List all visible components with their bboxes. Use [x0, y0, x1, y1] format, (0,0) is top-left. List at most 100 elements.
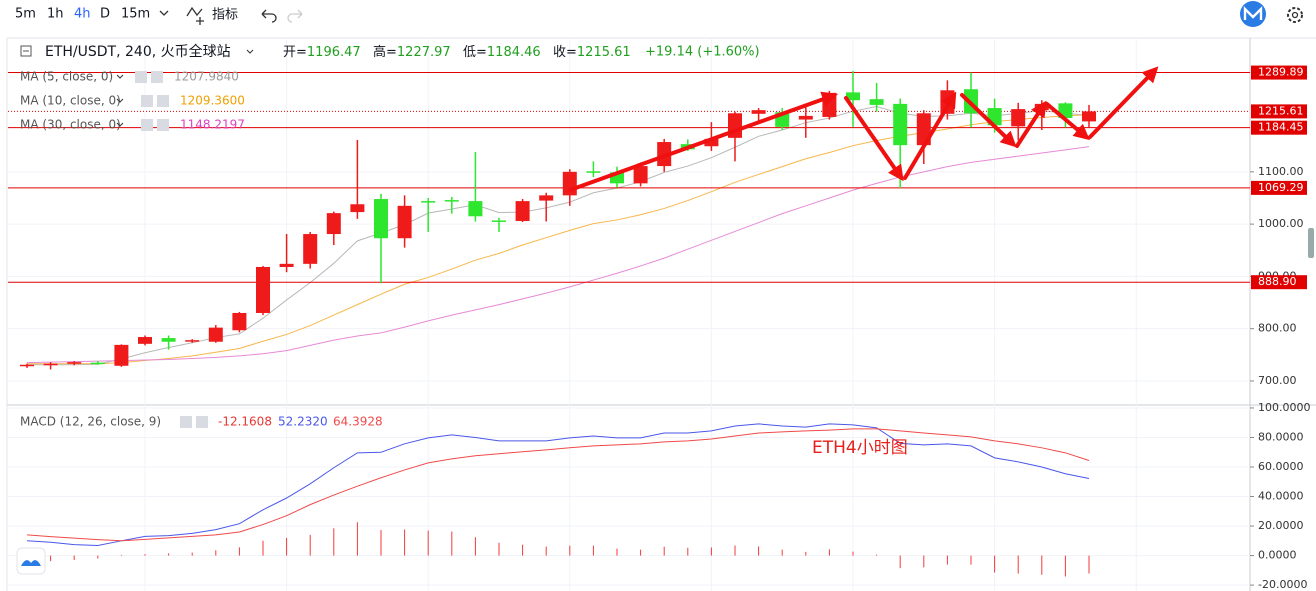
moving-average-line	[27, 105, 1090, 366]
indicator-value: -12.1608	[218, 415, 272, 429]
remove-icon[interactable]	[157, 95, 169, 107]
candle-body	[208, 327, 223, 342]
indicator-name[interactable]: MA (30, close, 0)	[20, 118, 121, 132]
candle-body	[374, 199, 388, 239]
candle-body	[67, 362, 82, 364]
y-tick-label: -20.0000	[1258, 578, 1307, 591]
interval-button[interactable]: 1h	[47, 7, 64, 22]
scroll-handle[interactable]	[1308, 228, 1314, 258]
price-label-bg	[1251, 275, 1307, 290]
indicator-dropdown[interactable]	[116, 122, 124, 127]
price-change: +19.14 (+1.60%)	[645, 45, 760, 60]
drawn-arrow[interactable]	[568, 91, 839, 192]
price-label-bg	[1251, 65, 1307, 80]
price-label-bg	[1251, 104, 1307, 119]
ohlc-value: 1184.46	[487, 45, 541, 60]
frame	[6, 37, 1316, 591]
remove-icon[interactable]	[157, 119, 169, 131]
candle-body	[633, 166, 648, 184]
candle-body	[303, 234, 318, 264]
indicator-name[interactable]: MA (10, close, 0)	[20, 94, 121, 108]
ohlc-open: 开=1196.47	[283, 45, 361, 60]
indicator-dropdown[interactable]	[116, 74, 124, 79]
candle-body	[326, 213, 341, 235]
symbol-legend: ETH/USDT, 240, 火币全球站 开=1196.47 高=1227.97…	[20, 43, 760, 60]
settings-icon[interactable]	[135, 71, 147, 83]
ohlc-key: 低=	[463, 45, 487, 60]
candle-body	[586, 171, 601, 173]
candle-body	[279, 263, 294, 267]
y-tick-label: 60.0000	[1258, 460, 1304, 473]
interval-dropdown[interactable]	[159, 10, 169, 16]
interval-button[interactable]: 5m	[15, 7, 36, 22]
candle-body	[185, 340, 200, 342]
candle-body	[90, 362, 105, 365]
settings-icon[interactable]	[180, 416, 192, 428]
price-label: 888.90	[1258, 275, 1297, 288]
price-label: 1215.61	[1258, 104, 1304, 117]
ohlc-close: 收=1215.61	[553, 45, 631, 60]
indicator-icon[interactable]	[186, 6, 204, 25]
settings-icon[interactable]	[141, 95, 153, 107]
candle-body	[704, 138, 719, 147]
candle-body	[893, 103, 908, 146]
ohlc-value: 1215.61	[577, 45, 631, 60]
drawn-arrow[interactable]	[903, 91, 957, 180]
indicator-dropdown[interactable]	[116, 98, 124, 103]
undo-button[interactable]	[261, 9, 277, 23]
candle-body	[444, 200, 459, 202]
y-tick-label: 1000.00	[1258, 217, 1304, 230]
candle-body	[161, 338, 176, 342]
candle-body	[138, 337, 152, 344]
candle-body	[751, 110, 766, 114]
drawn-arrow[interactable]	[1088, 66, 1159, 139]
y-tick-label: 40.0000	[1258, 490, 1304, 503]
drawn-arrow[interactable]	[844, 96, 904, 182]
price-label: 1069.29	[1258, 181, 1304, 194]
indicator-name[interactable]: MACD (12, 26, close, 9)	[20, 415, 161, 429]
candle-body	[610, 172, 624, 184]
interval-button[interactable]: 4h	[74, 7, 91, 22]
ohlc-key: 收=	[553, 45, 577, 60]
plot: ETH4小时图	[8, 70, 1250, 577]
ohlc-high: 高=1227.97	[373, 44, 451, 60]
interval-button[interactable]: D	[100, 7, 110, 22]
ohlc-low: 低=1184.46	[463, 45, 541, 60]
y-tick-label: 700.00	[1258, 374, 1297, 387]
candle-body	[869, 99, 884, 105]
drawn-arrow[interactable]	[1045, 102, 1090, 141]
floating-button-bg[interactable]	[16, 547, 46, 575]
indicator-value: 1148.2197	[180, 118, 245, 132]
remove-icon[interactable]	[151, 71, 163, 83]
indicator-button[interactable]: 指标	[212, 8, 238, 23]
floating-button[interactable]	[16, 547, 46, 575]
symbol-dropdown[interactable]	[246, 49, 254, 54]
moving-average-line	[26, 146, 1090, 364]
candle-body	[421, 201, 436, 203]
interval-button[interactable]: 15m	[121, 7, 150, 22]
settings-icon[interactable]	[141, 119, 153, 131]
remove-icon[interactable]	[196, 416, 208, 428]
candle-body	[1011, 109, 1026, 127]
floating-button-icon	[21, 560, 41, 566]
drawn-arrow[interactable]	[960, 93, 1017, 148]
price-label-bg	[1251, 180, 1307, 195]
symbol-title[interactable]: ETH/USDT, 240, 火币全球站	[45, 43, 231, 60]
y-tick-label: 800.00	[1258, 322, 1297, 335]
settings-button[interactable]	[1287, 7, 1303, 23]
redo-button	[287, 9, 303, 23]
indicator-value: 52.2320	[278, 415, 328, 429]
user-drawings	[568, 66, 1159, 192]
candle-body	[657, 142, 672, 167]
candle-body	[114, 344, 129, 366]
collapse-icon[interactable]	[20, 45, 32, 57]
indicator-name[interactable]: MA (5, close, 0)	[20, 70, 113, 84]
ohlc-value: 1227.97	[397, 45, 451, 60]
drawn-arrow[interactable]	[1015, 100, 1047, 148]
y-tick-label: 20.0000	[1258, 519, 1304, 532]
brand-logo[interactable]	[1240, 1, 1266, 27]
moving-average-line	[27, 114, 1090, 365]
y-tick-label: 100.0000	[1258, 401, 1311, 414]
